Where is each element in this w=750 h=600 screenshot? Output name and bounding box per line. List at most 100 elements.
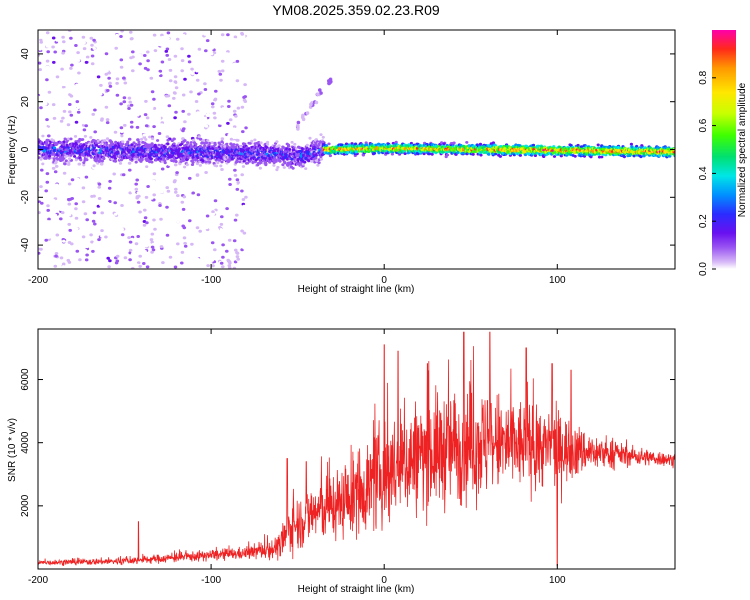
spectral-cell [166,165,170,169]
spectral-cell [135,178,139,182]
spectral-cell [127,161,132,165]
spectral-cell [83,113,87,116]
spectral-cell [287,150,291,153]
spectral-cell [45,44,50,48]
spectral-cell [212,111,217,115]
spectral-cell [104,165,108,169]
spectral-cell [59,113,63,117]
spectral-cell [160,35,165,39]
spectral-cell [235,130,239,134]
spectral-cell [146,231,150,235]
spectral-cell [134,182,138,186]
spectral-cell [106,89,110,92]
spectral-cell [205,141,209,145]
spectral-cell [44,157,48,160]
spectral-cell [195,230,200,234]
spectral-cell [90,194,94,198]
spectral-cell [66,87,70,91]
spectral-cell [251,160,255,164]
spectral-cell [195,39,199,43]
spectral-cell [213,141,217,145]
spectral-cell [64,159,68,163]
spectral-cell [81,186,86,190]
spectral-cell [70,178,75,182]
spectral-cell [62,224,67,227]
spectral-cell [92,211,97,215]
spectral-cell [143,54,147,57]
spectral-cell [145,221,149,225]
spectral-cell [126,140,130,144]
spectral-cell [183,120,187,124]
spectral-cell [203,252,207,256]
spectral-cell [38,110,41,114]
spectral-cell [99,47,103,51]
spectral-cell [240,105,245,109]
spectral-cell [93,108,97,112]
spectral-cell [236,181,240,184]
spectral-cell [172,91,177,95]
spectral-cell [76,62,81,66]
spectral-cell [244,52,248,56]
spectral-cell [91,123,96,127]
spectral-cell [69,200,74,204]
spectral-cell [239,145,243,149]
spectral-cell [38,188,43,191]
spectral-cell [305,143,309,147]
spectral-cell [142,223,147,227]
spectral-cell [166,246,170,250]
spectral-cell [149,76,154,80]
spectral-cell [138,210,142,214]
spectral-cell [166,191,171,195]
spectral-cell [62,109,67,113]
spectral-cell [115,33,119,37]
spectral-cell [197,47,202,51]
spectral-cell [319,133,323,137]
spectral-cell [43,214,48,218]
spectral-cell [97,238,101,242]
spectral-cell [236,190,241,194]
spectral-cell [213,238,217,242]
spectral-cell [498,155,502,158]
spectral-cell [90,240,94,244]
spectral-cell [83,121,87,125]
spectral-cell [61,35,65,39]
spectral-cell [235,59,240,63]
spectral-cell [166,189,171,193]
spectral-cell [226,121,230,125]
spectral-cell [54,132,59,136]
spectral-cell [210,241,215,245]
spectral-cell [403,152,407,156]
spectral-cell [144,195,149,199]
spectral-cell [69,71,74,74]
spectral-cell [165,266,170,269]
spectral-cell [62,177,67,181]
spectral-cell [101,156,106,160]
spectral-cell [137,131,141,135]
spectral-cell [38,68,42,72]
spectral-cell [181,177,186,181]
spectral-cell [119,35,123,38]
spectral-cell [107,186,112,190]
spectral-cell [112,172,116,176]
spectral-cell [145,134,149,138]
spectral-cell [151,79,156,83]
spectral-cell [168,255,173,259]
spectral-cell [70,48,75,52]
spectral-cell [195,50,199,54]
spectral-cell [120,30,124,33]
spectral-cell [183,241,187,245]
spectral-cell [127,236,131,240]
chart-title: YM08.2025.359.02.23.R09 [272,2,440,18]
spectral-cell [173,54,178,58]
spectral-cell [319,157,323,161]
spectral-cell [471,153,475,156]
spectral-cell [149,191,153,194]
spectral-cell [76,51,80,55]
spectral-cell [39,38,43,42]
spectral-cell [40,256,44,260]
spectral-cell [307,159,311,163]
spectral-cell [301,162,305,166]
spectral-cell [190,41,195,45]
spectral-cell [137,225,142,229]
